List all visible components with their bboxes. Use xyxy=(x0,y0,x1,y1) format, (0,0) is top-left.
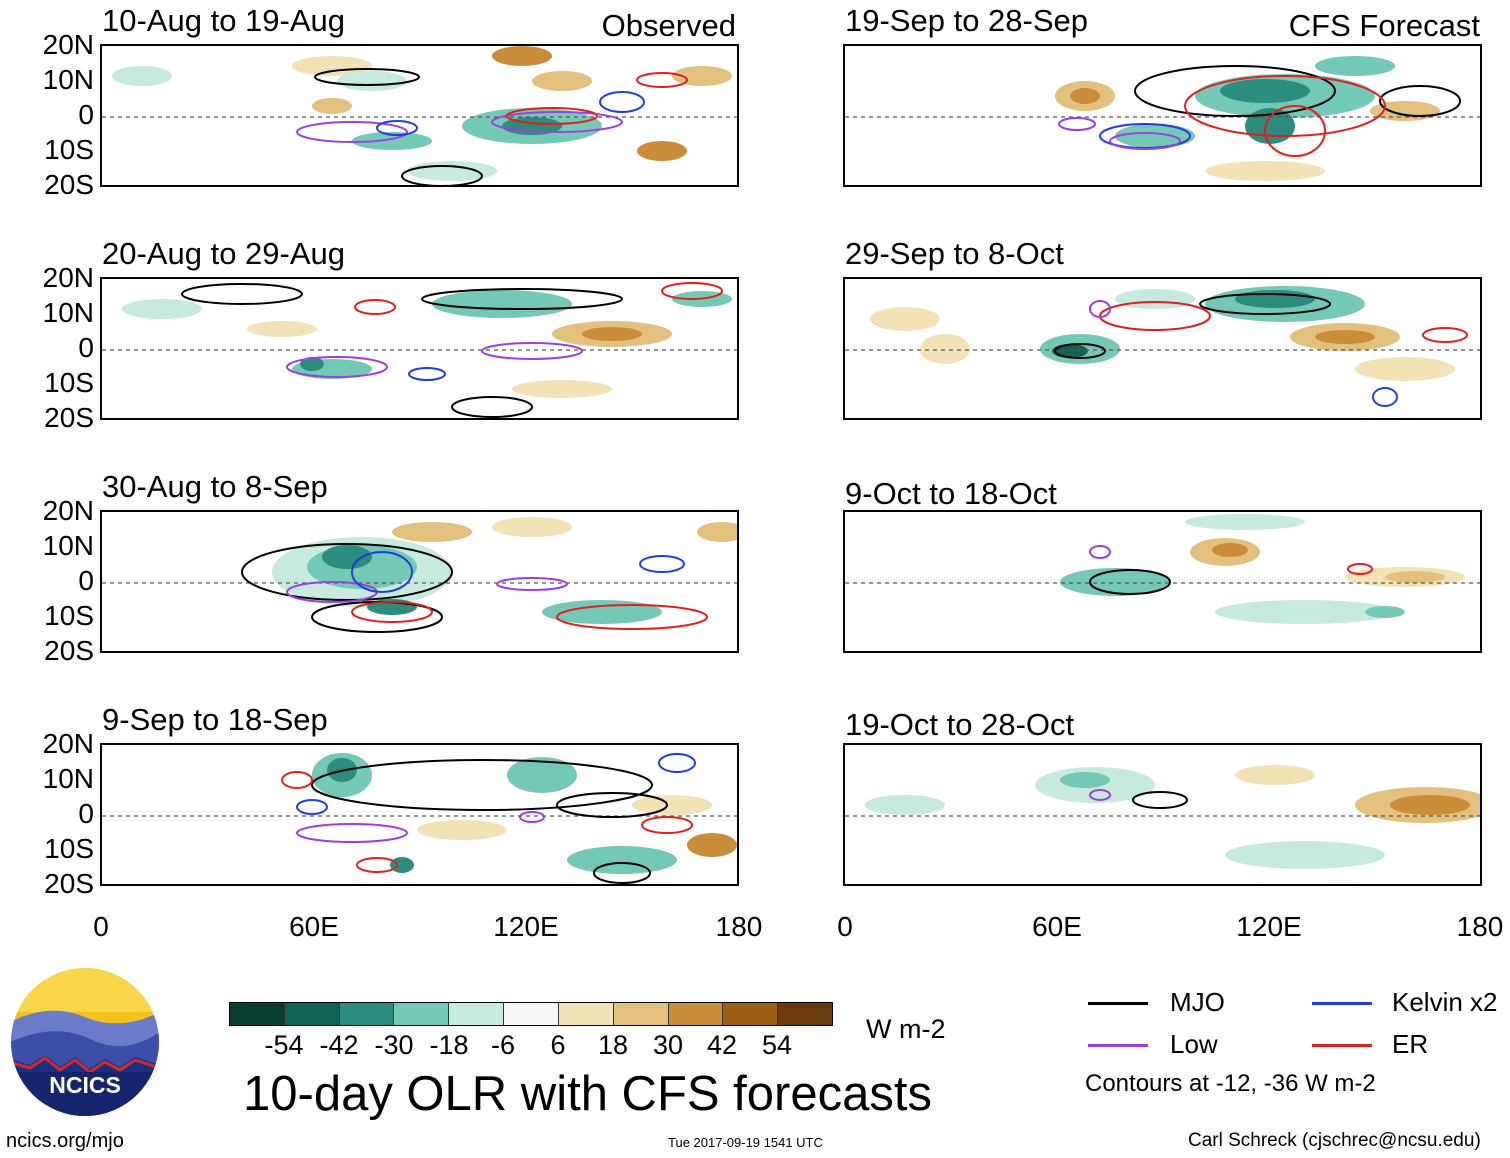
colorbar-label: 18 xyxy=(597,1030,629,1060)
legend-label: Kelvin x2 xyxy=(1392,987,1498,1017)
colorbar xyxy=(229,1002,833,1026)
olr-map xyxy=(843,44,1482,187)
legend-note: Contours at -12, -36 W m-2 xyxy=(1085,1070,1376,1097)
footer-url[interactable]: ncics.org/mjo xyxy=(6,1130,124,1152)
lat-label: 0 xyxy=(78,565,94,596)
footer-timestamp: Tue 2017-09-19 1541 UTC xyxy=(668,1135,823,1150)
lat-label: 10N xyxy=(42,763,94,794)
ncics-logo: NCICS xyxy=(10,967,160,1117)
lat-label: 10S xyxy=(44,367,94,398)
colorbar-label: -18 xyxy=(429,1030,469,1060)
lat-label: 0 xyxy=(78,99,94,130)
legend-line-er xyxy=(1312,1044,1372,1047)
panel-title: 20-Aug to 29-Aug xyxy=(102,236,346,271)
footer-credit: Carl Schreck (cjschrec@ncsu.edu) xyxy=(1188,1130,1481,1151)
colorbar-label: -54 xyxy=(264,1030,304,1060)
legend-line-low xyxy=(1088,1044,1148,1047)
logo-text: NCICS xyxy=(49,1072,121,1098)
olr-map xyxy=(843,510,1482,653)
lat-label: 20S xyxy=(44,169,94,200)
olr-map xyxy=(843,277,1482,420)
panel-title: 10-Aug to 19-Aug xyxy=(102,3,346,38)
panel-tag-forecast: CFS Forecast xyxy=(1288,8,1480,43)
lat-label: 10N xyxy=(42,530,94,561)
colorbar-label: -30 xyxy=(374,1030,414,1060)
colorbar-label: -42 xyxy=(319,1030,359,1060)
lat-label: 10S xyxy=(44,134,94,165)
lat-label: 20S xyxy=(44,402,94,433)
legend-label: Low xyxy=(1170,1029,1218,1059)
main-title: 10-day OLR with CFS forecasts xyxy=(243,1067,932,1121)
legend-line-kelvin xyxy=(1312,1002,1372,1005)
lat-label: 20S xyxy=(44,635,94,666)
panel-title: 9-Sep to 18-Sep xyxy=(102,702,328,737)
colorbar-swatch xyxy=(613,1003,669,1025)
legend-label: ER xyxy=(1392,1029,1429,1059)
lon-label: 180 xyxy=(715,911,763,942)
lat-label: 20N xyxy=(42,495,94,526)
lat-label: 10N xyxy=(42,64,94,95)
panel-title: 19-Sep to 28-Sep xyxy=(845,3,1089,38)
olr-map xyxy=(100,743,739,886)
olr-map xyxy=(100,44,739,187)
colorbar-swatch xyxy=(723,1003,779,1025)
colorbar-label: 54 xyxy=(761,1030,793,1060)
lat-label: 20N xyxy=(42,29,94,60)
lat-label: 20N xyxy=(42,262,94,293)
panel-title: 30-Aug to 8-Sep xyxy=(102,469,328,504)
colorbar-swatch xyxy=(668,1003,724,1025)
lon-label: 120E xyxy=(493,911,559,942)
panel-title: 19-Oct to 28-Oct xyxy=(845,707,1075,742)
colorbar-swatch xyxy=(230,1003,285,1025)
panel-title: 9-Oct to 18-Oct xyxy=(845,476,1057,511)
lon-label: 180 xyxy=(1456,911,1504,942)
colorbar-label: -6 xyxy=(490,1030,515,1060)
panel-title: 29-Sep to 8-Oct xyxy=(845,236,1064,271)
colorbar-label: 30 xyxy=(652,1030,684,1060)
colorbar-swatch xyxy=(339,1003,395,1025)
colorbar-label: 6 xyxy=(550,1030,566,1060)
colorbar-units: W m-2 xyxy=(866,1014,946,1044)
olr-map xyxy=(100,277,739,420)
olr-map xyxy=(100,510,739,653)
lat-label: 0 xyxy=(78,798,94,829)
lat-label: 10N xyxy=(42,297,94,328)
lat-label: 10S xyxy=(44,600,94,631)
colorbar-swatch xyxy=(558,1003,614,1025)
lat-label: 20S xyxy=(44,868,94,899)
legend-line-mjo xyxy=(1088,1002,1148,1005)
lon-label: 120E xyxy=(1236,911,1302,942)
lat-label: 0 xyxy=(78,332,94,363)
lon-label: 0 xyxy=(837,911,853,942)
lat-label: 20N xyxy=(42,728,94,759)
colorbar-swatch xyxy=(284,1003,340,1025)
olr-map xyxy=(843,743,1482,886)
lon-label: 60E xyxy=(1032,911,1082,942)
legend-label: MJO xyxy=(1170,987,1225,1017)
lon-label: 0 xyxy=(93,911,109,942)
colorbar-swatch xyxy=(778,1003,832,1025)
lon-label: 60E xyxy=(289,911,339,942)
colorbar-label: 42 xyxy=(706,1030,738,1060)
colorbar-swatch xyxy=(394,1003,450,1025)
panel-tag-observed: Observed xyxy=(601,8,736,43)
lat-label: 10S xyxy=(44,833,94,864)
colorbar-swatch xyxy=(504,1003,559,1025)
colorbar-swatch xyxy=(449,1003,505,1025)
